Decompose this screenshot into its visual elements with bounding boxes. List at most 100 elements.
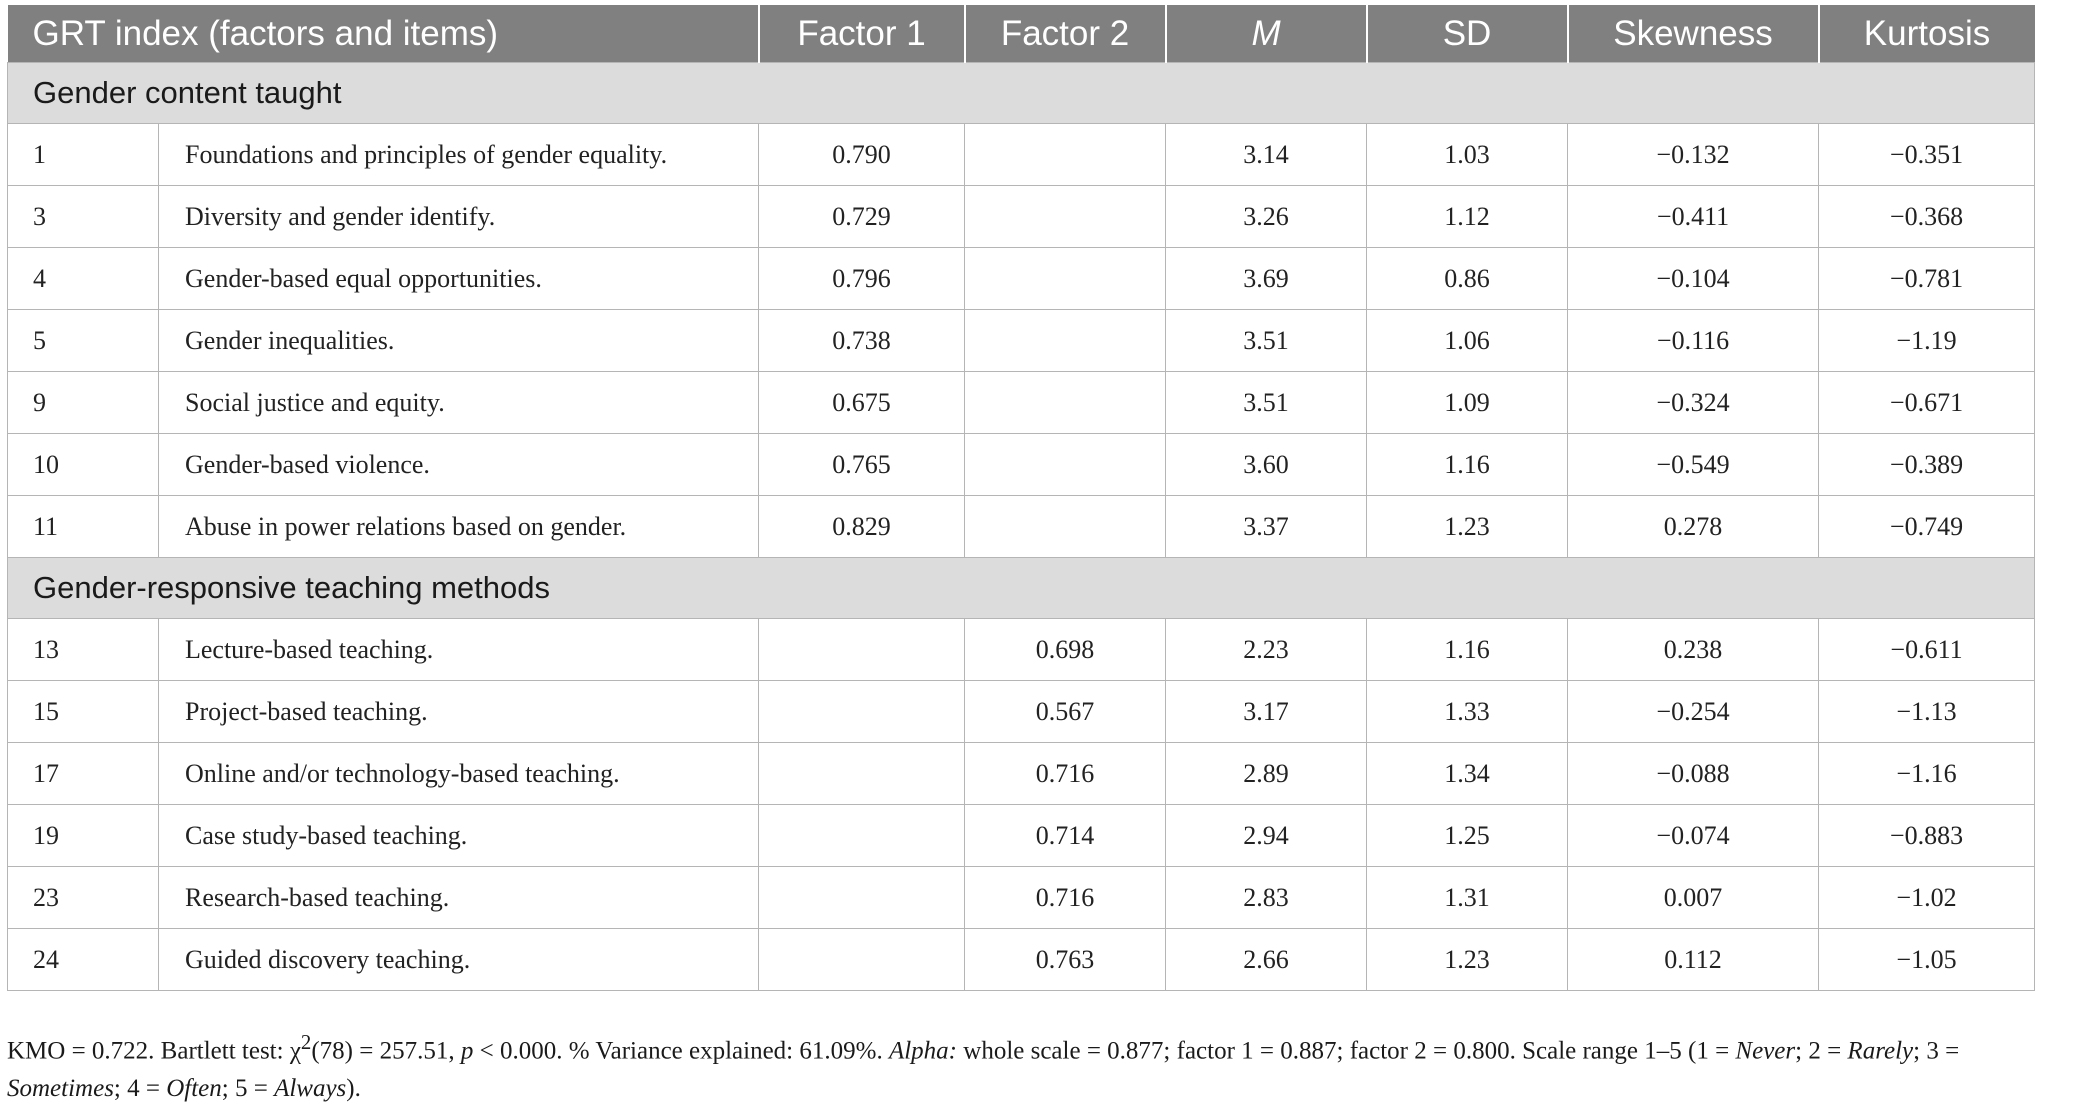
table-row: 3 Diversity and gender identify. 0.729 3.26…	[7, 185, 2036, 248]
cell-item: Case study-based teaching.	[157, 804, 760, 867]
cell-factor2: 0.567	[964, 680, 1167, 743]
cell-factor2	[964, 371, 1167, 434]
cell-skewness: 0.007	[1567, 866, 1820, 929]
cell-m: 2.83	[1165, 866, 1368, 929]
cell-num: 5	[7, 309, 159, 372]
cell-sd: 1.34	[1366, 742, 1569, 805]
cell-sd: 1.23	[1366, 495, 1569, 558]
cell-kurtosis: −1.13	[1818, 680, 2036, 743]
table-row: 19 Case study-based teaching. 0.714 2.94 1.2…	[7, 804, 2036, 867]
grt-index-table: GRT index (factors and items) Factor 1 F…	[6, 5, 2036, 991]
cell-kurtosis: −0.389	[1818, 433, 2036, 496]
cell-num: 19	[7, 804, 159, 867]
cell-factor2	[964, 495, 1167, 558]
cell-kurtosis: −1.02	[1818, 866, 2036, 929]
cell-kurtosis: −0.883	[1818, 804, 2036, 867]
cell-sd: 1.23	[1366, 928, 1569, 991]
cell-m: 3.69	[1165, 247, 1368, 310]
cell-item: Online and/or technology-based teaching.	[157, 742, 760, 805]
table-row: 1 Foundations and principles of gender eq…	[7, 123, 2036, 186]
cell-m: 3.60	[1165, 433, 1368, 496]
cell-skewness: −0.549	[1567, 433, 1820, 496]
cell-factor1: 0.675	[758, 371, 966, 434]
cell-item: Diversity and gender identify.	[157, 185, 760, 248]
cell-skewness: −0.116	[1567, 309, 1820, 372]
cell-factor1	[758, 866, 966, 929]
header-kurtosis: Kurtosis	[1817, 5, 2035, 63]
cell-sd: 1.16	[1366, 433, 1569, 496]
cell-num: 23	[7, 866, 159, 929]
cell-item: Gender-based violence.	[157, 433, 760, 496]
cell-factor1	[758, 742, 966, 805]
footnote-chi-superscript: 2	[300, 1030, 312, 1054]
cell-factor1: 0.790	[758, 123, 966, 186]
cell-factor1: 0.765	[758, 433, 966, 496]
cell-sd: 1.12	[1366, 185, 1569, 248]
footnote-sep: ; 3 =	[1913, 1037, 1960, 1065]
cell-factor2: 0.716	[964, 866, 1167, 929]
cell-num: 1	[7, 123, 159, 186]
section-title: Gender content taught	[6, 62, 2036, 124]
footnote-sep: ; 5 =	[221, 1075, 275, 1103]
cell-sd: 1.03	[1366, 123, 1569, 186]
cell-kurtosis: −1.05	[1818, 928, 2036, 991]
cell-factor1: 0.738	[758, 309, 966, 372]
table-row: 23 Research-based teaching. 0.716 2.83 1.31 0…	[7, 866, 2036, 929]
cell-m: 3.26	[1165, 185, 1368, 248]
footnote-kmo: KMO = 0.722. Bartlett test: χ	[7, 1037, 301, 1065]
section-row: Gender-responsive teaching methods	[6, 557, 2036, 619]
cell-item: Gender-based equal opportunities.	[157, 247, 760, 310]
header-mean: M	[1164, 5, 1367, 63]
table-row: 17 Online and/or technology-based teachin…	[7, 742, 2036, 805]
table-row: 13 Lecture-based teaching. 0.698 2.23 1.16 0.…	[7, 618, 2036, 681]
cell-m: 2.66	[1165, 928, 1368, 991]
footnote-sep: ; 2 =	[1795, 1037, 1848, 1065]
cell-item: Lecture-based teaching.	[157, 618, 760, 681]
cell-item: Foundations and principles of gender equ…	[157, 123, 760, 186]
cell-sd: 0.86	[1366, 247, 1569, 310]
cell-skewness: −0.088	[1567, 742, 1820, 805]
table-row: 9 Social justice and equity. 0.675 3.51 1.09…	[7, 371, 2036, 434]
table-row: 11 Abuse in power relations based on gend…	[7, 495, 2036, 558]
cell-skewness: −0.074	[1567, 804, 1820, 867]
cell-num: 4	[7, 247, 159, 310]
cell-kurtosis: −0.368	[1818, 185, 2036, 248]
cell-factor1	[758, 618, 966, 681]
footnote-scale-always: Always	[274, 1075, 347, 1103]
cell-kurtosis: −0.611	[1818, 618, 2036, 681]
cell-skewness: −0.104	[1567, 247, 1820, 310]
footnote-variance: < 0.000. % Variance explained: 61.09%.	[473, 1037, 889, 1065]
table-row: 24 Guided discovery teaching. 0.763 2.66 1.2…	[7, 928, 2036, 991]
footnote-alpha-label: Alpha:	[888, 1037, 958, 1065]
cell-factor2	[964, 309, 1167, 372]
cell-m: 2.23	[1165, 618, 1368, 681]
cell-factor1	[758, 928, 966, 991]
footnote-scale-never: Never	[1735, 1037, 1796, 1065]
cell-factor1: 0.829	[758, 495, 966, 558]
table-row: 5 Gender inequalities. 0.738 3.51 1.06 −0.116…	[7, 309, 2036, 372]
cell-factor2	[964, 123, 1167, 186]
cell-num: 10	[7, 433, 159, 496]
cell-num: 3	[7, 185, 159, 248]
cell-sd: 1.25	[1366, 804, 1569, 867]
cell-m: 2.89	[1165, 742, 1368, 805]
table-row: 15 Project-based teaching. 0.567 3.17 1.33 −0…	[7, 680, 2036, 743]
table-body: Gender content taught 1 Foundations and pr…	[6, 62, 2036, 991]
cell-kurtosis: −0.781	[1818, 247, 2036, 310]
section-title: Gender-responsive teaching methods	[6, 557, 2036, 619]
footnote-scale-often: Often	[166, 1075, 222, 1103]
cell-skewness: −0.132	[1567, 123, 1820, 186]
footnote-scale-sometimes: Sometimes	[7, 1075, 114, 1103]
table-header: GRT index (factors and items) Factor 1 F…	[7, 5, 2035, 63]
cell-factor2: 0.716	[964, 742, 1167, 805]
cell-m: 3.51	[1165, 309, 1368, 372]
cell-skewness: −0.411	[1567, 185, 1820, 248]
cell-skewness: −0.324	[1567, 371, 1820, 434]
cell-skewness: −0.254	[1567, 680, 1820, 743]
cell-sd: 1.33	[1366, 680, 1569, 743]
footnote-end: ).	[346, 1075, 361, 1103]
header-factor1: Factor 1	[757, 5, 965, 63]
cell-num: 17	[7, 742, 159, 805]
table-row: 10 Gender-based violence. 0.765 3.60 1.16 −0.…	[7, 433, 2036, 496]
header-factor2: Factor 2	[963, 5, 1166, 63]
